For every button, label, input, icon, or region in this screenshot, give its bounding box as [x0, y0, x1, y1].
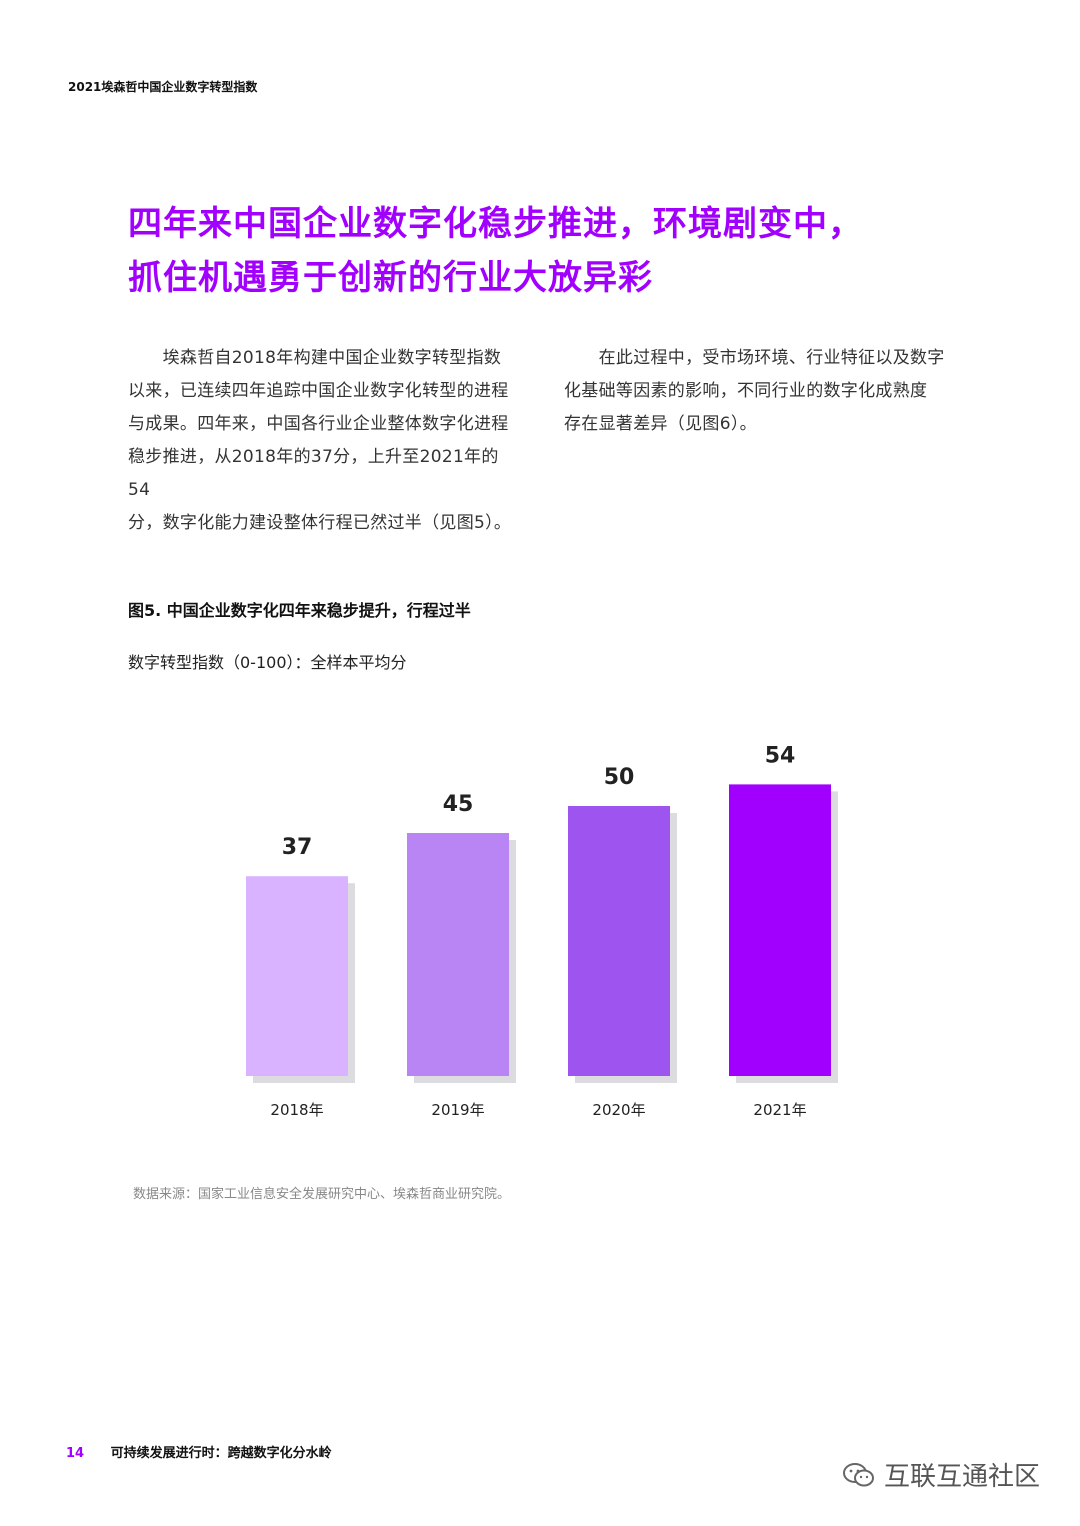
footer-report-title: 可持续发展进行时：跨越数字化分水岭 — [110, 1446, 332, 1461]
page-footer: 14 可持续发展进行时：跨越数字化分水岭 — [66, 1442, 332, 1461]
bar-2 — [568, 806, 670, 1076]
headline-line-1: 四年来中国企业数字化稳步推进，环境剧变中， — [128, 204, 863, 244]
bar-0 — [246, 876, 348, 1076]
bar-chart: 37 2018年 45 2019年 50 2020年 54 2021年 — [246, 743, 838, 1119]
body-line: 存在显著差异（见图6）。 — [564, 414, 757, 434]
watermark-text: 互联互通社区 — [884, 1462, 1041, 1492]
bar-3 — [729, 784, 831, 1076]
body-line: 与成果。四年来，中国各行业企业整体数字化进程 — [128, 414, 509, 434]
bar-1 — [407, 833, 509, 1076]
body-line: 埃森哲自2018年构建中国企业数字转型指数 — [128, 348, 502, 368]
data-label: 50 — [604, 765, 635, 790]
body-line: 稳步推进，从2018年的37分，上升至2021年的54 — [128, 447, 499, 500]
body-line: 在此过程中，受市场环境、行业特征以及数字 — [564, 348, 945, 368]
wechat-icon — [843, 1462, 874, 1486]
data-label: 37 — [282, 835, 313, 860]
running-header: 2021埃森哲中国企业数字转型指数 — [68, 80, 258, 94]
body-line: 分，数字化能力建设整体行程已然过半（见图5）。 — [128, 513, 512, 533]
figure-source: 数据来源：国家工业信息安全发展研究中心、埃森哲商业研究院。 — [133, 1187, 511, 1202]
page-headline: 四年来中国企业数字化稳步推进，环境剧变中， 抓住机遇勇于创新的行业大放异彩 — [128, 197, 1008, 305]
headline-line-2: 抓住机遇勇于创新的行业大放异彩 — [128, 258, 653, 298]
page-number: 14 — [66, 1446, 85, 1461]
body-line: 化基础等因素的影响，不同行业的数字化成熟度 — [564, 381, 928, 401]
body-column-right: 在此过程中，受市场环境、行业特征以及数字 化基础等因素的影响，不同行业的数字化成… — [564, 342, 956, 441]
category-label: 2020年 — [592, 1101, 645, 1119]
category-label: 2018年 — [270, 1101, 323, 1119]
data-label: 54 — [765, 743, 796, 768]
body-line: 以来，已连续四年追踪中国企业数字化转型的进程 — [128, 381, 509, 401]
category-label: 2021年 — [753, 1101, 806, 1119]
figure-subtitle: 数字转型指数（0-100）：全样本平均分 — [128, 653, 407, 672]
data-label: 45 — [443, 792, 474, 817]
figure-title: 图5. 中国企业数字化四年来稳步提升，行程过半 — [128, 601, 471, 620]
category-label: 2019年 — [431, 1101, 484, 1119]
watermark: 互联互通社区 — [842, 1456, 1040, 1493]
body-column-left: 埃森哲自2018年构建中国企业数字转型指数 以来，已连续四年追踪中国企业数字化转… — [128, 342, 520, 540]
